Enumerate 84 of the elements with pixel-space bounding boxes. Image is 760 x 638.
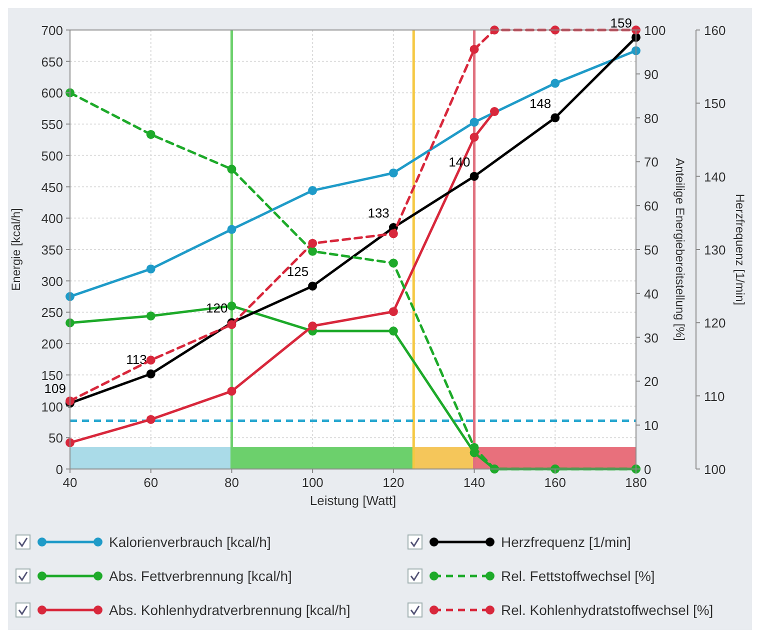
y-tick-label: 300: [41, 274, 63, 289]
point: [308, 246, 318, 256]
y2-tick-label: 40: [644, 286, 658, 302]
y-axis-title: Energie [kcal/h]: [9, 208, 23, 291]
legend-label: Herzfrequenz [1/min]: [501, 534, 631, 550]
data-label: 125: [286, 264, 309, 280]
point: [146, 414, 156, 424]
y-tick-label: 400: [41, 211, 63, 226]
point: [388, 168, 398, 178]
y-tick-label: 550: [41, 117, 63, 132]
y2-tick-label: 30: [644, 330, 658, 346]
y3-tick-label: 110: [704, 388, 725, 404]
data-label: 148: [529, 96, 552, 111]
point: [146, 130, 156, 139]
point: [388, 307, 398, 316]
point: [550, 78, 560, 88]
y-tick-label: 100: [41, 399, 63, 414]
x-tick-label: 140: [463, 475, 486, 490]
point: [146, 356, 156, 365]
point: [388, 326, 398, 336]
point: [227, 164, 236, 174]
y-tick-label: 150: [41, 368, 63, 383]
point: [470, 132, 479, 142]
data-label: 113: [126, 352, 147, 367]
y2-tick-label: 20: [644, 374, 658, 390]
point: [550, 113, 560, 122]
y2-tick-label: 90: [644, 66, 658, 82]
x-tick-label: 180: [625, 475, 647, 490]
y-tick-label: 200: [41, 336, 63, 352]
x-tick-label: 80: [224, 475, 239, 490]
point: [308, 322, 318, 331]
x-tick-label: 60: [144, 475, 158, 490]
point: [227, 301, 236, 310]
point: [146, 369, 156, 378]
point: [146, 264, 156, 274]
y2-axis-title: Anteilige Energiebereitstellung [%]: [673, 158, 687, 341]
x-tick-label: 160: [544, 475, 566, 490]
legend-label: Rel. Fettstoffwechsel [%]: [501, 568, 655, 584]
x-tick-label: 120: [382, 475, 404, 490]
y-tick-label: 50: [48, 430, 63, 446]
y2-tick-label: 80: [644, 110, 658, 126]
point: [308, 186, 318, 196]
y-tick-label: 0: [56, 462, 63, 477]
y2-tick-label: 10: [644, 418, 658, 434]
y-tick-label: 450: [41, 180, 63, 195]
y2-tick-label: 70: [644, 154, 658, 170]
point: [308, 282, 318, 291]
y3-tick-label: 100: [704, 462, 726, 477]
data-label: 109: [44, 381, 66, 396]
legend-label: Abs. Fettverbrennung [kcal/h]: [109, 568, 292, 584]
y-tick-label: 650: [41, 54, 63, 70]
y-tick-label: 500: [41, 148, 63, 164]
y3-tick-label: 130: [704, 242, 726, 258]
y-tick-label: 700: [41, 23, 63, 38]
y-tick-label: 350: [41, 242, 63, 258]
point: [388, 258, 398, 268]
point: [470, 44, 479, 54]
x-axis-title: Leistung [Watt]: [310, 493, 396, 508]
y-tick-label: 250: [41, 305, 63, 320]
y3-axis-title: Herzfrequenz [1/min]: [733, 194, 747, 306]
point: [470, 172, 479, 181]
data-label: 133: [368, 206, 390, 221]
legend-label: Kalorienverbrauch [kcal/h]: [109, 534, 271, 550]
point: [227, 386, 236, 396]
data-label: 159: [610, 15, 632, 30]
y2-tick-label: 0: [644, 462, 652, 477]
legend-label: Rel. Kohlenhydratstoffwechsel [%]: [501, 602, 714, 618]
point: [470, 118, 479, 127]
y2-tick-label: 50: [644, 242, 658, 258]
y2-tick-label: 100: [644, 23, 666, 38]
y3-tick-label: 140: [704, 169, 726, 184]
y2-tick-label: 60: [644, 198, 658, 214]
point: [490, 107, 499, 116]
point: [308, 238, 318, 248]
y3-tick-label: 120: [704, 316, 726, 331]
point: [146, 311, 156, 320]
y-tick-label: 600: [41, 86, 63, 101]
x-tick-label: 100: [302, 475, 324, 490]
y3-tick-label: 150: [704, 96, 726, 112]
x-tick-label: 40: [62, 475, 78, 490]
legend-label: Abs. Kohlenhydratverbrennung [kcal/h]: [109, 602, 350, 618]
y3-tick-label: 160: [704, 23, 726, 38]
point: [388, 229, 398, 238]
point: [227, 224, 236, 234]
